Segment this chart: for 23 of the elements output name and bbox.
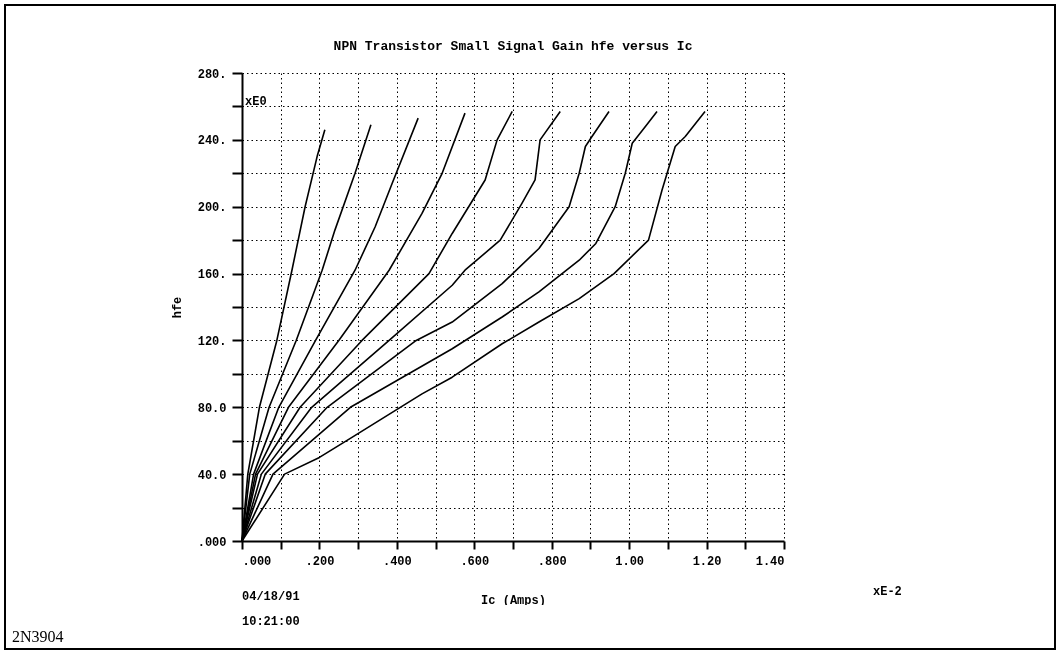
y-tick-label: 40.0: [197, 468, 227, 483]
x-tick-label: 1.40: [755, 554, 785, 569]
text: 10:21:00: [242, 615, 300, 629]
chart-title: NPN Transistor Small Signal Gain hfe versus Ic: [333, 39, 693, 54]
x-tick-label: 1.20: [692, 554, 722, 569]
x-tick-label: .600: [460, 554, 490, 569]
y-tick-label: 200.: [197, 201, 227, 216]
y-tick-label: 160.: [197, 268, 227, 283]
y-tick-label: .000: [197, 535, 227, 550]
x-tick-label: .800: [537, 554, 567, 569]
x-tick-label: .200: [305, 554, 335, 569]
text: 2N3904: [12, 628, 64, 646]
text: xE-2: [873, 585, 902, 599]
x-tick-label: .400: [382, 554, 412, 569]
annotation: xE0: [245, 95, 267, 109]
y-tick-label: 80.0: [197, 401, 227, 416]
text: 04/18/91: [242, 590, 300, 604]
y-tick-label: 240.: [197, 134, 227, 149]
y-tick-label: 280.: [197, 67, 227, 82]
y-tick-label: 120.: [197, 334, 227, 349]
x-tick-label: 1.00: [615, 554, 645, 569]
x-tick-label: .000: [242, 554, 272, 569]
y-axis-title: hfe: [170, 296, 185, 319]
